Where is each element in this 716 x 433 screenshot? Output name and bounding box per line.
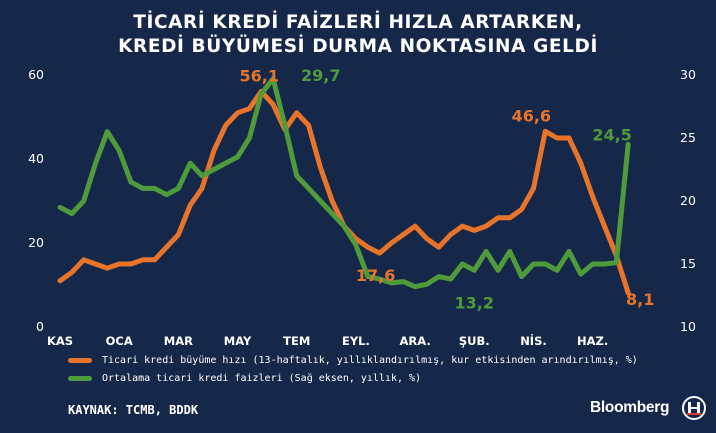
- legend-label-rate: Ortalama ticari kredi faizleri (Sağ ekse…: [102, 373, 422, 384]
- left-tick-20: 20: [28, 235, 44, 250]
- right-tick-15: 15: [680, 256, 696, 271]
- right-tick-30: 30: [680, 67, 696, 82]
- x-tick-4: TEM: [283, 334, 310, 348]
- annotation-label-3: 13,2: [455, 294, 494, 313]
- right-axis-ticks: 10 15 20 25 30: [680, 67, 696, 334]
- legend-item-growth: Ticari kredi büyüme hızı (13-haftalık, y…: [68, 355, 638, 366]
- x-tick-7: ŞUB.: [459, 334, 490, 348]
- legend-label-growth: Ticari kredi büyüme hızı (13-haftalık, y…: [102, 355, 638, 366]
- source-note: KAYNAK: TCMB, BDDK: [68, 403, 199, 417]
- x-tick-6: ARA.: [399, 334, 430, 348]
- left-tick-60: 60: [28, 67, 44, 82]
- legend-item-rate: Ortalama ticari kredi faizleri (Sağ ekse…: [68, 373, 421, 384]
- annotation-label-0: 56,1: [239, 66, 278, 85]
- left-tick-0: 0: [36, 319, 44, 334]
- right-tick-25: 25: [680, 130, 696, 145]
- left-tick-40: 40: [28, 151, 44, 166]
- chart-title-line-2: KREDİ BÜYÜMESİ DURMA NOKTASINA GELDİ: [118, 36, 598, 57]
- x-tick-0: KAS: [47, 334, 73, 348]
- x-tick-9: HAZ.: [577, 334, 608, 348]
- legend-swatch-orange: [68, 358, 92, 363]
- annotation-label-2: 17,6: [356, 266, 395, 285]
- x-tick-3: MAY: [224, 334, 252, 348]
- annotation-label-1: 29,7: [301, 66, 340, 85]
- annotation-label-4: 46,6: [512, 106, 551, 125]
- legend-swatch-green: [68, 376, 92, 381]
- annotation-labels: 56,1 29,7 17,6 13,2 46,6 24,5 8,1: [239, 66, 654, 313]
- bloomberg-ht-logo-icon: [682, 396, 706, 420]
- bloomberg-logo-text: Bloomberg: [590, 399, 670, 416]
- right-tick-10: 10: [680, 319, 696, 334]
- series-line-1: [57, 76, 631, 290]
- annotation-label-6: 8,1: [626, 290, 654, 309]
- x-axis-ticks: KAS OCA MAR MAY TEM EYL. ARA. ŞUB. NİS. HAZ.: [47, 333, 608, 348]
- x-tick-5: EYL.: [342, 334, 370, 348]
- chart-title-line-1: TİCARİ KREDİ FAİZLERİ HIZLA ARTARKEN,: [133, 12, 583, 33]
- series-lines: [57, 76, 631, 296]
- x-tick-8: NİS.: [520, 333, 547, 348]
- annotation-label-5: 24,5: [592, 125, 631, 144]
- left-axis-ticks: 0 20 40 60: [28, 67, 44, 334]
- x-tick-2: MAR: [164, 334, 193, 348]
- right-tick-20: 20: [680, 193, 696, 208]
- x-tick-1: OCA: [106, 334, 133, 348]
